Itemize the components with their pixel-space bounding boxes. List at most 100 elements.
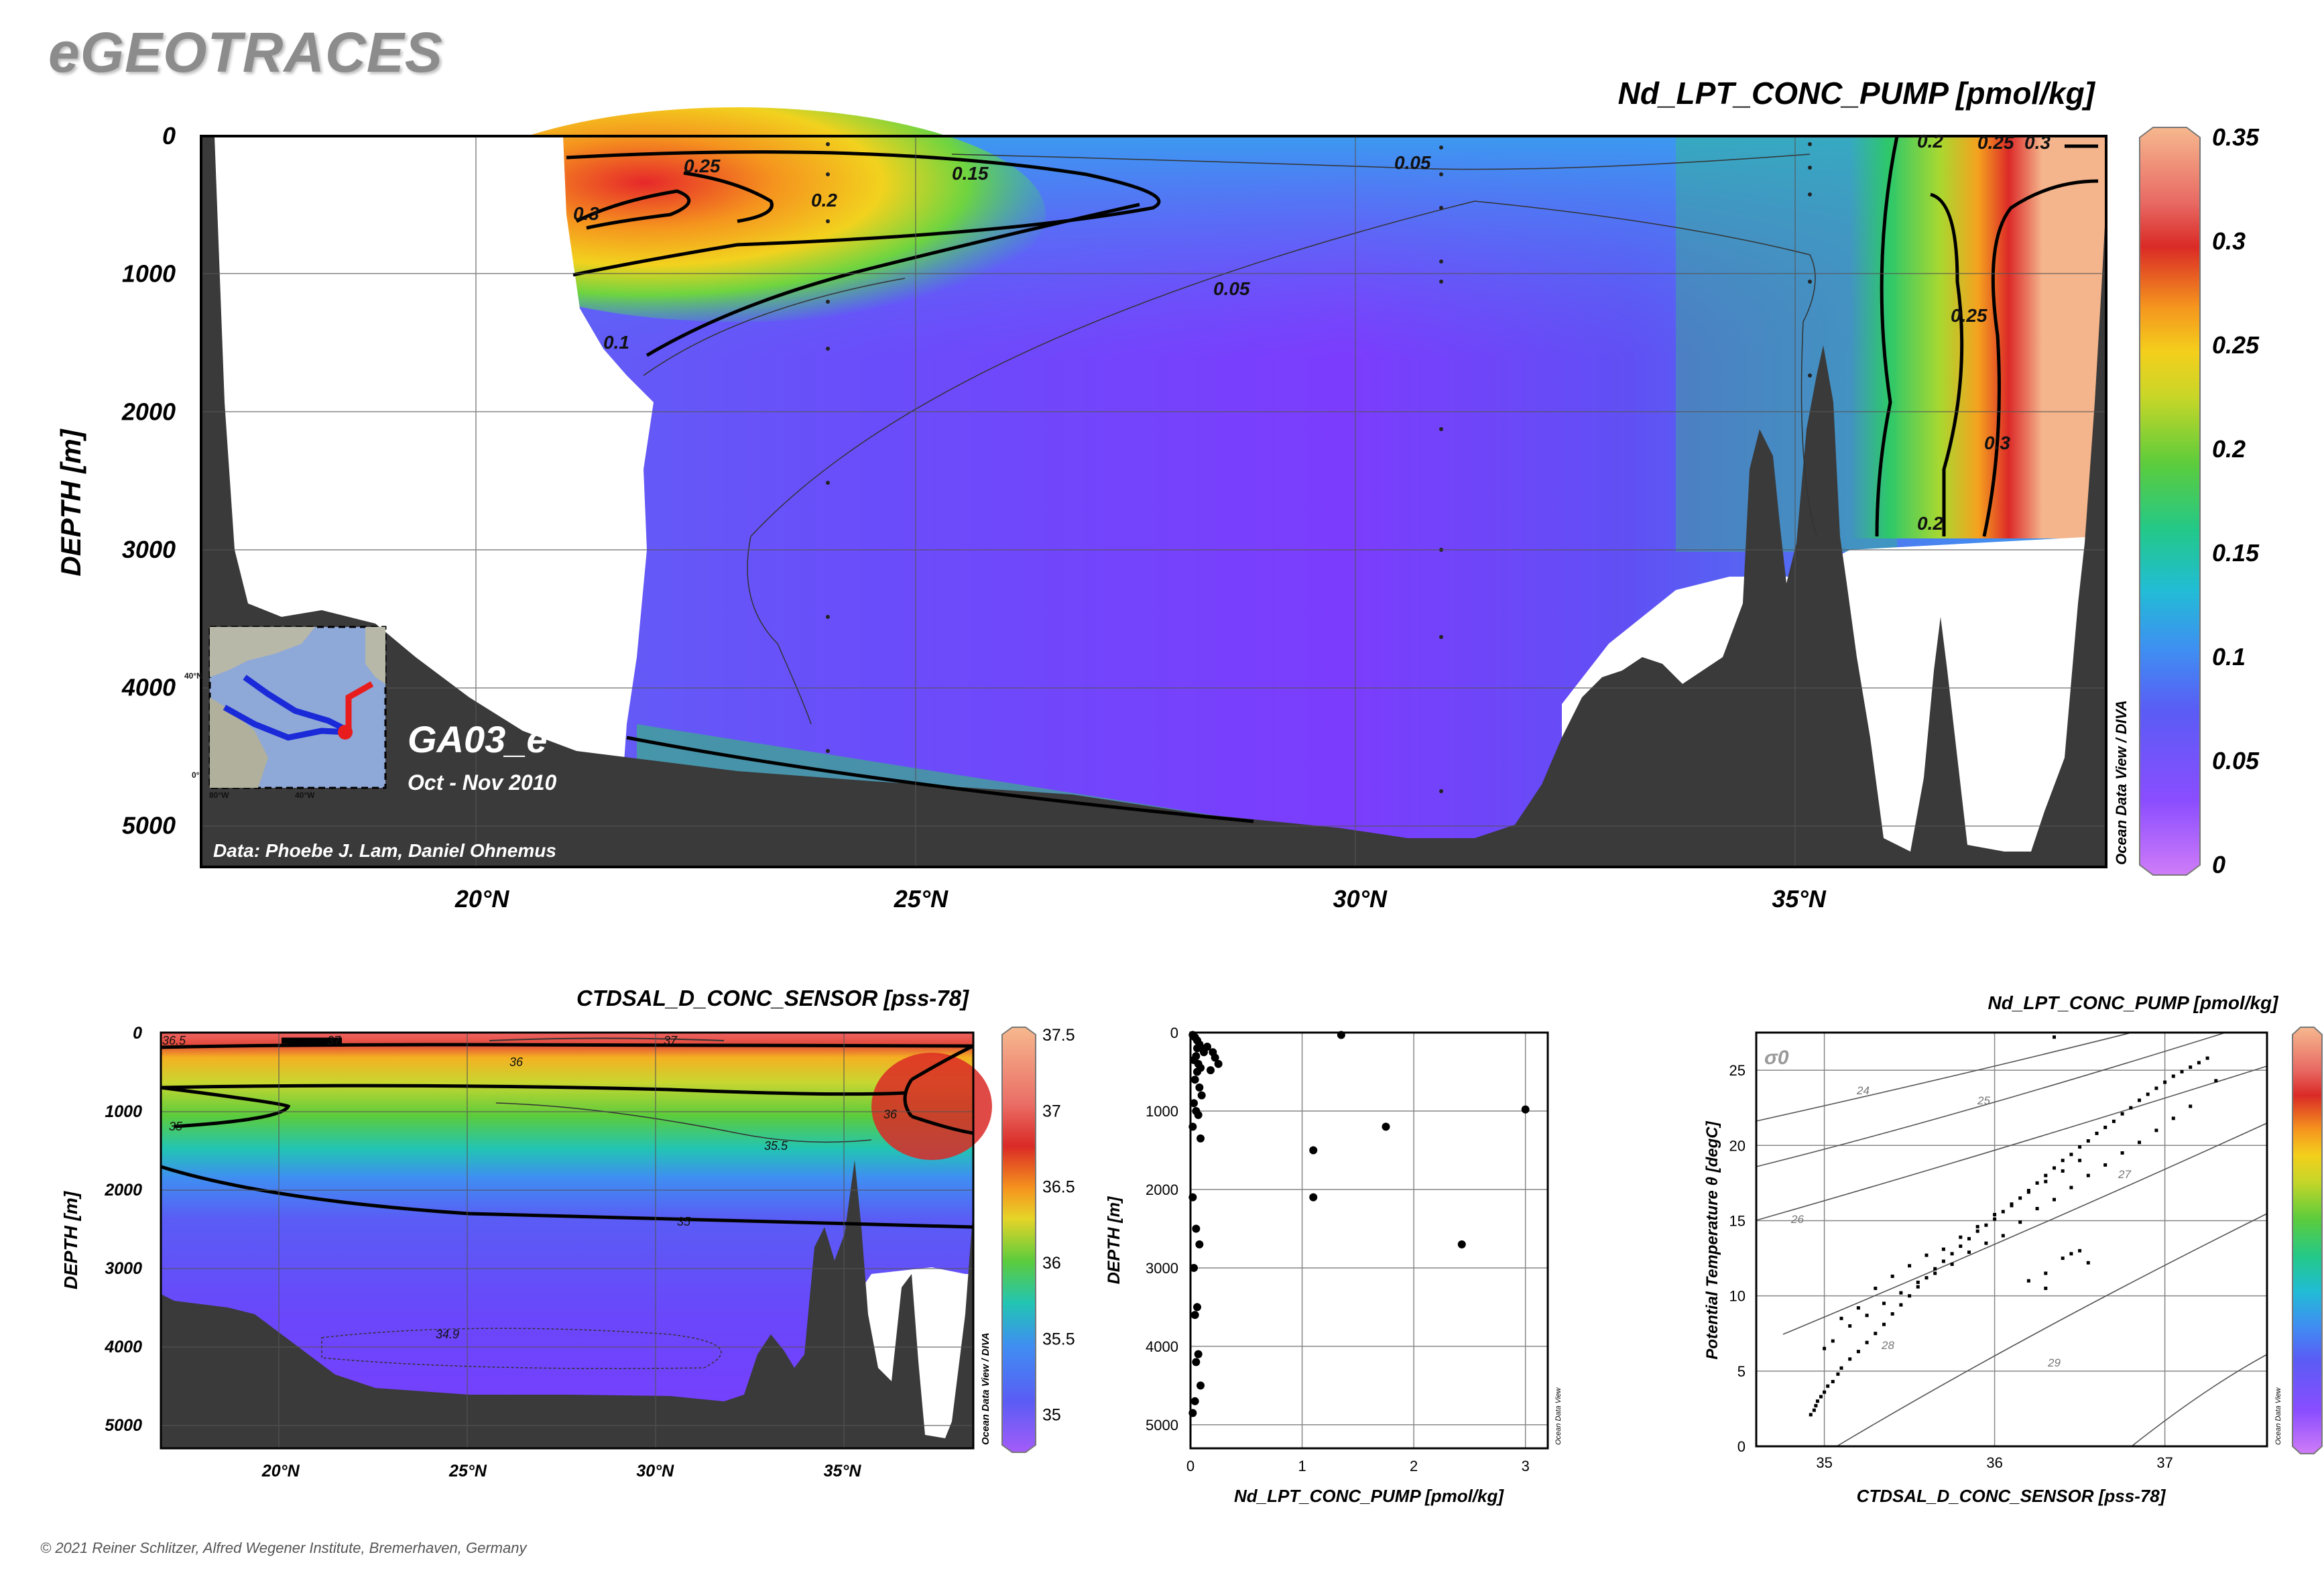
data-point [1924, 1276, 1929, 1280]
data-point [1337, 1031, 1345, 1039]
data-point [2001, 1210, 2005, 1214]
colorbar-tick-label: 0.05 [2212, 747, 2260, 774]
data-point [1831, 1339, 1835, 1343]
data-point [1188, 1122, 1197, 1131]
y-tick-label: 5000 [122, 811, 176, 839]
data-point [2044, 1286, 2048, 1290]
data-point [1839, 1316, 1843, 1320]
data-point [1823, 1390, 1827, 1394]
data-point [1975, 1229, 1979, 1233]
data-point [2180, 1069, 2184, 1073]
y-tick-label: 4000 [104, 1338, 142, 1356]
data-point [1192, 1224, 1201, 1233]
data-point [1993, 1212, 1997, 1216]
data-point [2053, 1198, 2056, 1202]
y-tick-label: 0 [162, 122, 176, 150]
contour-label: 0.2 [1917, 131, 1943, 152]
ts-x-axis-label: CTDSAL_D_CONC_SENSOR [pss-78] [1857, 1486, 2166, 1506]
y-tick-label: 1000 [122, 260, 176, 288]
isopycnal-label: 28 [1881, 1339, 1894, 1352]
x-tick-label: 35 [1816, 1454, 1832, 1471]
data-point [2138, 1098, 2141, 1102]
profile-chart: 0 1000 2000 3000 4000 5000 0 1 2 3 DEPTH [m] Nd_… [1105, 1025, 1563, 1506]
data-point [1933, 1271, 1937, 1275]
data-point [1457, 1240, 1466, 1248]
data-point [2197, 1061, 2201, 1065]
data-point [2154, 1128, 2158, 1132]
y-tick-label: 2000 [121, 398, 176, 425]
data-point [1856, 1306, 1860, 1310]
data-point [2001, 1234, 2005, 1238]
inset-label: 40°W [295, 791, 315, 800]
data-point [1309, 1193, 1318, 1202]
data-point [1188, 1193, 1197, 1202]
y-tick-label: 0 [1170, 1025, 1178, 1041]
data-point [1815, 1399, 1819, 1403]
data-point [1206, 1066, 1215, 1075]
ts-colorbar [2292, 1027, 2323, 1454]
data-point [1908, 1294, 1912, 1298]
salinity-section-chart: CTDSAL_D_CONC_SENSOR [pss-78] 36.5 37 37… [60, 986, 1075, 1480]
contour-label: 0.15 [952, 163, 989, 184]
colorbar-tick-label: 0 [2212, 851, 2225, 878]
data-point [2171, 1116, 2175, 1120]
main-odv-credit: Ocean Data View / DIVA [2113, 700, 2130, 865]
data-point [1916, 1280, 1920, 1284]
x-tick-label: 25°N [894, 885, 949, 913]
data-point [1195, 1083, 1204, 1092]
data-point [1819, 1395, 1823, 1399]
data-point [1194, 1110, 1203, 1119]
data-point [1967, 1251, 1971, 1255]
data-point [1950, 1252, 1954, 1256]
data-point [1882, 1322, 1886, 1326]
y-tick-label: 25 [1729, 1062, 1746, 1079]
contour-label: 0.3 [573, 203, 599, 224]
y-tick-label: 5000 [105, 1416, 142, 1435]
data-point [1908, 1264, 1912, 1268]
data-point [1809, 1413, 1813, 1417]
y-tick-label: 5 [1737, 1363, 1746, 1380]
data-point [1190, 1076, 1199, 1084]
profile-y-axis-label: DEPTH [m] [1105, 1196, 1123, 1284]
data-point [1865, 1314, 1869, 1318]
data-point [2044, 1271, 2048, 1275]
x-tick-label: 20°N [454, 885, 509, 913]
data-point [1214, 1059, 1223, 1068]
data-point [2171, 1074, 2175, 1078]
data-point [2205, 1056, 2209, 1060]
y-tick-label: 20 [1729, 1137, 1746, 1154]
data-point [1192, 1358, 1201, 1367]
colorbar-tick-label: 0.35 [2212, 123, 2260, 151]
data-point [1848, 1357, 1852, 1361]
isopycnal-label: 26 [1790, 1213, 1804, 1226]
brand-logo: eGEOTRACES [48, 21, 443, 84]
main-colorbar [2139, 127, 2201, 876]
contour-label: 34.9 [436, 1328, 459, 1341]
data-point [1967, 1236, 1971, 1240]
data-point [2069, 1153, 2073, 1157]
data-point [1521, 1105, 1530, 1114]
data-point [1188, 1409, 1197, 1417]
inset-map: 40°N 0° 80°W 40°W [184, 626, 387, 800]
data-point [1933, 1267, 1937, 1271]
data-point [1194, 1350, 1203, 1358]
data-point [2035, 1207, 2039, 1211]
data-point [2138, 1141, 2141, 1145]
x-tick-label: 37 [2156, 1454, 2173, 1471]
data-point [1192, 1303, 1201, 1312]
data-point [1959, 1235, 1963, 1239]
colorbar-tick-label: 35.5 [1042, 1330, 1075, 1348]
y-tick-label: 15 [1729, 1212, 1746, 1229]
x-tick-label: 20°N [261, 1462, 300, 1480]
contour-label: 0.25 [684, 156, 721, 176]
data-point [1823, 1346, 1827, 1350]
data-point [2120, 1112, 2124, 1116]
data-point [1899, 1291, 1903, 1295]
data-point [2086, 1173, 2090, 1177]
isopycnal-label: 27 [2118, 1168, 2131, 1181]
ts-odv-credit: Ocean Data View [2274, 1387, 2282, 1445]
data-point [2095, 1131, 2099, 1135]
colorbar-tick-label: 37.5 [1042, 1026, 1075, 1045]
data-point [1950, 1263, 1954, 1267]
data-point [2163, 1080, 2167, 1084]
